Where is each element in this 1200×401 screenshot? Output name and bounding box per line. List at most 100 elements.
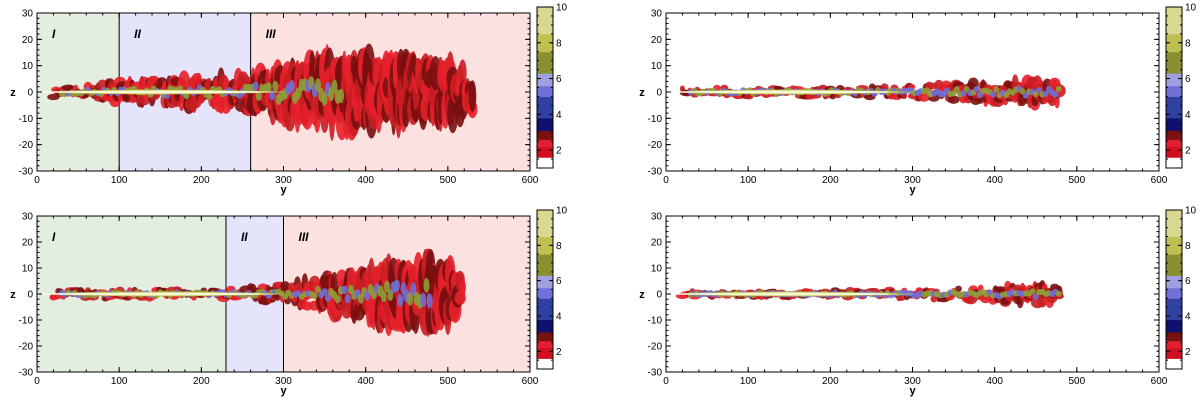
colorbar-tick-label: 2 [556,146,562,157]
colorbar-segment [1166,159,1182,169]
colorbar-tick-label: 4 [1185,312,1191,323]
colorbar-tick-label: 2 [1185,146,1191,157]
region-label: I [52,27,56,41]
x-tick-label: 300 [275,175,292,186]
x-tick-label: 300 [904,376,921,387]
jet-core-cell [272,80,279,92]
colorbar-segment [537,85,553,97]
colorbar-segment [537,275,553,289]
jet-core-cell [334,294,341,304]
colorbar-tick-label: 10 [1185,3,1197,14]
colorbar-segment [1166,117,1182,131]
colorbar-tick-label: 2 [1185,347,1191,358]
y-tick-label: -10 [19,114,34,125]
colorbar-segment [1166,347,1182,359]
colorbar-segment [537,159,553,169]
colorbar-segment [537,157,553,160]
colorbar-segment [537,210,553,237]
x-tick-label: 300 [904,175,921,186]
colorbar-tick-label: 4 [1185,110,1191,121]
jet-core-cell [311,292,318,300]
colorbar-segment [1166,7,1182,35]
colorbar-segment [1166,157,1182,160]
y-tick-label: -30 [19,368,34,379]
jet-core-cell [1052,91,1059,98]
colorbar-segment [537,358,553,361]
y-axis-label: z [639,289,645,301]
y-tick-label: 10 [22,61,34,72]
jet-core-cell [315,78,322,92]
colorbar-segment [1166,236,1182,255]
jet-core-cell [1032,293,1039,300]
y-tick-label: 0 [656,88,662,99]
colorbar-segment [1166,358,1182,361]
colorbar-segment [1166,51,1182,74]
jet-cell [947,95,960,104]
x-axis-label: y [280,184,287,196]
colorbar-segment [1166,298,1182,321]
colorbar-segment [1166,319,1182,333]
colorbar-segment [1166,254,1182,276]
y-tick-label: -10 [19,316,34,327]
colorbar-tick-label: 6 [556,74,562,85]
y-tick-label: 30 [22,9,34,20]
region-label: III [299,230,310,244]
x-tick-label: 100 [740,175,757,186]
colorbar-segment [1166,33,1182,53]
colorbar-segment [1166,210,1182,237]
colorbar-segment [537,139,553,148]
x-tick-label: 500 [1068,175,1085,186]
colorbar: 2 4 6 8 10 [536,206,568,370]
colorbar-tick-label: 8 [556,241,562,252]
jet-core-cell [990,91,997,98]
x-tick-label: 100 [740,376,757,387]
x-tick-label: 200 [822,376,839,387]
y-tick-label: -30 [648,368,663,379]
y-tick-label: -30 [648,167,663,178]
chart-panel-4: 0 100 200 300 400 500 600 -30 -20 -10 0 10 20 30 y z 2 4 6… [639,206,1196,398]
y-tick-label: -20 [19,140,34,151]
jet-cell [280,281,291,292]
jet-core-cell [265,81,272,93]
jet-core-cell [993,86,1000,93]
colorbar-segment [537,73,553,87]
colorbar: 2 4 6 8 10 [1165,206,1197,370]
colorbar-segment [1166,360,1182,370]
y-axis-label: z [10,289,16,301]
x-tick-label: 100 [111,376,128,387]
colorbar-segment [537,319,553,333]
colorbar-tick-label: 6 [1185,74,1191,85]
x-tick-label: 500 [439,175,456,186]
x-tick-label: 600 [522,175,539,186]
jet-core-cell [183,92,190,100]
jet-core-cell [321,288,328,296]
y-tick-label: 0 [27,290,33,301]
colorbar-tick-label: 10 [556,3,568,14]
x-tick-label: 600 [522,376,539,387]
x-tick-label: 200 [193,175,210,186]
colorbar-segment [1166,96,1182,119]
jet-cell [917,92,931,102]
x-tick-label: 400 [986,376,1003,387]
x-axis-label: y [280,385,287,397]
x-tick-label: 0 [663,175,669,186]
jet-core-cell [423,277,430,293]
colorbar-segment [537,146,553,158]
region-label: II [134,27,141,41]
colorbar-tick-label: 4 [556,312,562,323]
y-tick-label: 20 [651,35,663,46]
colorbar-segment [537,360,553,370]
x-axis-label: y [909,385,916,397]
colorbar-segment [537,347,553,359]
jet-core-cell [321,91,328,106]
y-tick-label: 10 [22,264,34,275]
y-tick-label: -10 [648,316,663,327]
region-label: II [241,230,248,244]
x-axis-label: y [909,184,916,196]
colorbar-tick-label: 8 [556,38,562,49]
colorbar: 2 4 6 8 10 [536,3,568,169]
y-tick-label: -30 [19,167,34,178]
y-tick-label: 0 [27,88,33,99]
colorbar-tick-label: 6 [556,276,562,287]
